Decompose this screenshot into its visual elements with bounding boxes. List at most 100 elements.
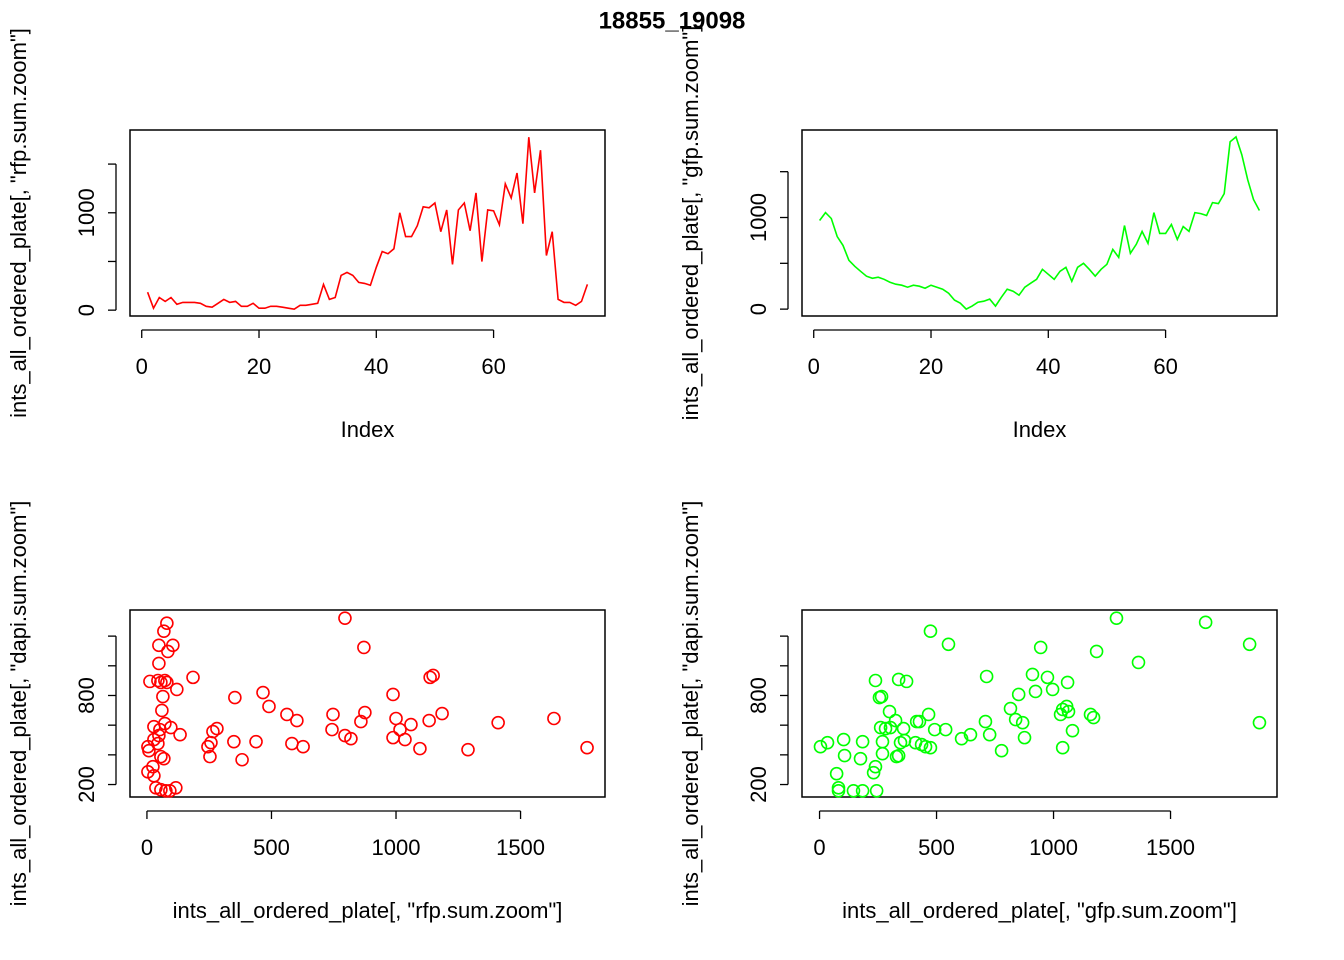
data-point	[1109, 611, 1124, 625]
data-point	[1045, 682, 1060, 697]
data-point	[157, 624, 171, 639]
data-point	[837, 748, 852, 763]
y-tick-label: 200	[746, 766, 771, 803]
data-point	[204, 735, 218, 750]
data-point	[386, 730, 400, 745]
data-point	[228, 690, 242, 705]
data-point	[1198, 615, 1213, 630]
x-tick-label: 0	[141, 835, 153, 860]
data-point	[155, 703, 169, 718]
x-tick-label: 500	[253, 835, 290, 860]
data-point	[290, 713, 304, 728]
data-point	[1011, 687, 1026, 702]
data-point	[1003, 701, 1018, 716]
y-tick-label: 200	[74, 766, 99, 803]
data-point	[142, 743, 156, 758]
x-axis-label: Index	[341, 417, 395, 442]
x-tick-label: 20	[919, 354, 943, 379]
data-point	[389, 711, 403, 726]
data-point	[1060, 675, 1075, 690]
data-point	[896, 721, 911, 736]
data-point	[157, 751, 171, 766]
y-axis-label: ints_all_ordered_plate[, "rfp.sum.zoom"]	[6, 28, 31, 418]
figure-title: 18855_19098	[599, 7, 746, 34]
data-point	[423, 670, 437, 685]
data-point	[875, 734, 890, 749]
data-point	[210, 721, 224, 736]
data-point	[1252, 715, 1267, 730]
data-point	[878, 721, 893, 736]
data-point	[338, 611, 352, 625]
data-point	[580, 740, 594, 755]
data-point	[161, 644, 175, 659]
data-point	[874, 689, 889, 704]
data-point	[1040, 670, 1055, 685]
data-point	[151, 673, 165, 688]
data-point	[203, 749, 217, 764]
x-tick-label: 500	[918, 835, 955, 860]
x-axis-label: ints_all_ordered_plate[, "rfp.sum.zoom"]	[173, 898, 563, 923]
data-point	[941, 637, 956, 652]
data-point	[875, 746, 890, 761]
data-point	[1083, 707, 1098, 722]
data-point	[164, 720, 178, 735]
y-axis-label: ints_all_ordered_plate[, "gfp.sum.zoom"]	[678, 26, 703, 421]
data-point	[888, 713, 903, 728]
data-point	[160, 675, 174, 690]
data-point	[154, 749, 168, 764]
data-point	[249, 734, 263, 749]
x-tick-label: 1500	[496, 835, 545, 860]
data-point	[344, 731, 358, 746]
data-point	[547, 711, 561, 726]
data-point	[1033, 640, 1048, 655]
data-point	[853, 751, 868, 766]
data-point	[285, 736, 299, 751]
data-point	[954, 731, 969, 746]
data-point	[326, 707, 340, 722]
data-point	[1008, 712, 1023, 727]
data-point	[866, 765, 881, 780]
data-point	[354, 714, 368, 729]
data-line	[818, 135, 1261, 311]
data-point	[1061, 704, 1076, 719]
x-tick-label: 1000	[372, 835, 421, 860]
data-point	[1089, 644, 1104, 659]
data-point	[227, 734, 241, 749]
data-point	[1017, 730, 1032, 745]
x-axis-label: Index	[1013, 417, 1067, 442]
data-point	[846, 783, 861, 798]
x-tick-label: 40	[364, 354, 388, 379]
data-point	[154, 675, 168, 690]
data-point	[1055, 740, 1070, 755]
data-point	[280, 707, 294, 722]
data-point	[927, 722, 942, 737]
x-tick-label: 60	[481, 354, 505, 379]
data-point	[206, 724, 220, 739]
y-tick-label: 800	[74, 677, 99, 714]
data-point	[159, 783, 173, 798]
data-point	[882, 704, 897, 719]
data-point	[357, 640, 371, 655]
y-tick-label: 0	[746, 303, 771, 315]
data-point	[358, 705, 372, 720]
data-point	[461, 742, 475, 757]
data-point	[938, 722, 953, 737]
data-point	[170, 682, 184, 697]
y-tick-label: 0	[74, 304, 99, 316]
data-point	[820, 735, 835, 750]
data-point	[296, 739, 310, 754]
data-point	[151, 736, 165, 751]
y-axis-label: ints_all_ordered_plate[, "dapi.sum.zoom"…	[678, 501, 703, 907]
data-point	[201, 739, 215, 754]
data-point	[923, 624, 938, 639]
data-point	[994, 743, 1009, 758]
x-tick-label: 1500	[1146, 835, 1195, 860]
data-point	[1086, 710, 1101, 725]
data-point	[918, 739, 933, 754]
x-tick-label: 1000	[1029, 835, 1078, 860]
data-point	[156, 689, 170, 704]
data-point	[836, 732, 851, 747]
data-point	[899, 674, 914, 689]
data-point	[869, 783, 884, 798]
